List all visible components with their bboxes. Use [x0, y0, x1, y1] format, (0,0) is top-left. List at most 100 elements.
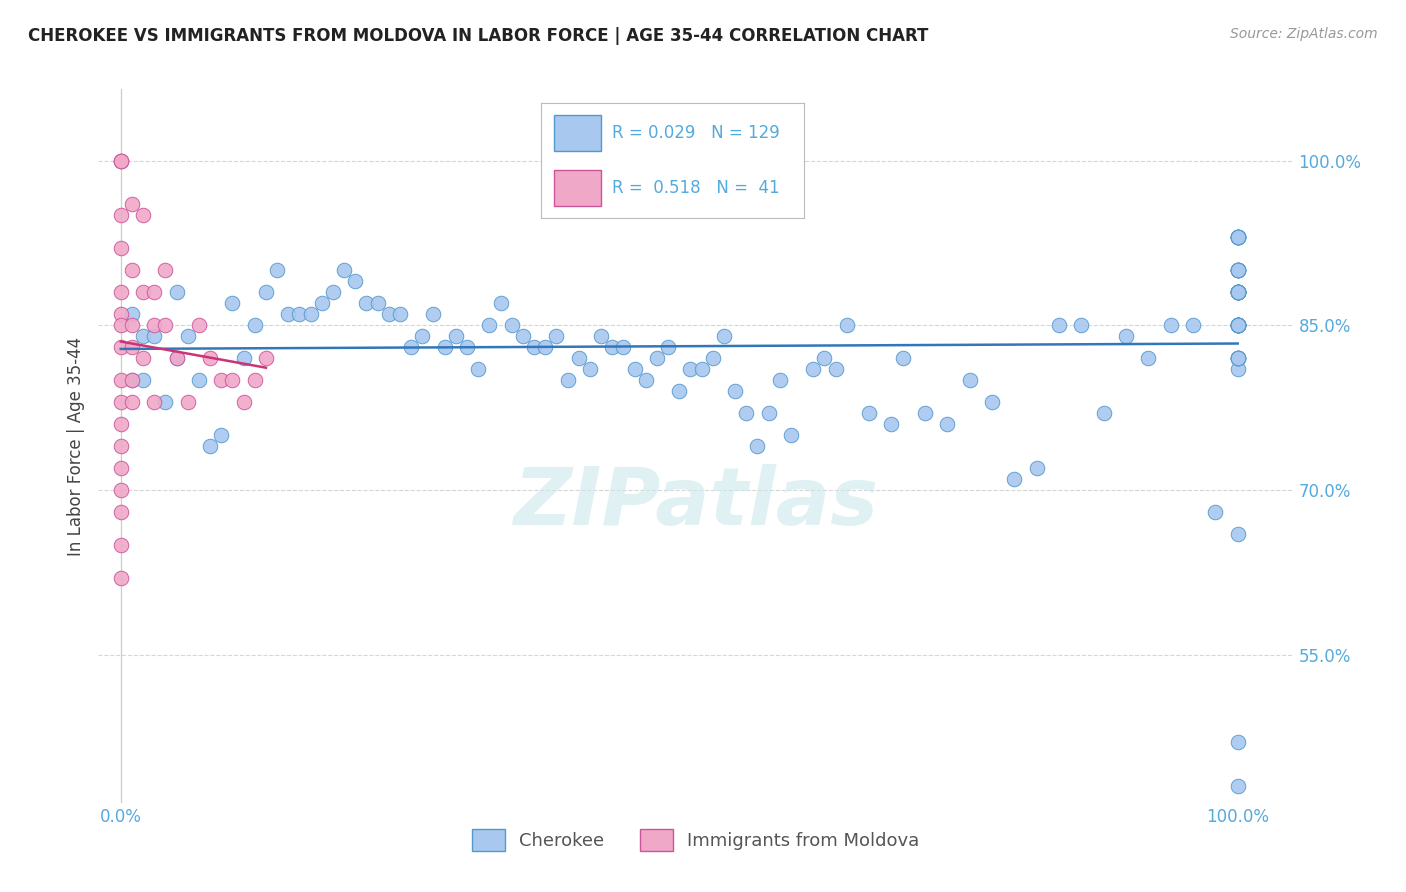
Point — [467, 362, 489, 376]
Point — [121, 197, 143, 211]
Point — [378, 307, 401, 321]
Y-axis label: In Labor Force | Age 35-44: In Labor Force | Age 35-44 — [66, 336, 84, 556]
Point — [367, 296, 389, 310]
Point — [110, 153, 132, 168]
Point — [110, 153, 132, 168]
Point — [1226, 285, 1249, 300]
Point — [1002, 472, 1025, 486]
Point — [1226, 780, 1249, 794]
Point — [1226, 362, 1249, 376]
Point — [1226, 526, 1249, 541]
Point — [1226, 263, 1249, 277]
Point — [1092, 406, 1115, 420]
Point — [1226, 263, 1249, 277]
Point — [747, 439, 769, 453]
Point — [713, 329, 735, 343]
Point — [1226, 351, 1249, 366]
Point — [121, 395, 143, 409]
Point — [187, 318, 209, 333]
Point — [399, 340, 422, 354]
Point — [645, 351, 668, 366]
Point — [534, 340, 557, 354]
Point — [277, 307, 299, 321]
Point — [221, 373, 243, 387]
Point — [121, 373, 143, 387]
Point — [344, 274, 367, 288]
Point — [166, 285, 188, 300]
Legend: Cherokee, Immigrants from Moldova: Cherokee, Immigrants from Moldova — [465, 822, 927, 858]
Point — [523, 340, 546, 354]
Point — [209, 428, 232, 442]
Point — [166, 351, 188, 366]
Point — [880, 417, 903, 431]
Text: Source: ZipAtlas.com: Source: ZipAtlas.com — [1230, 27, 1378, 41]
Point — [936, 417, 959, 431]
Point — [1204, 505, 1226, 519]
Point — [1226, 351, 1249, 366]
Point — [288, 307, 311, 321]
Point — [1226, 735, 1249, 749]
Point — [679, 362, 702, 376]
Point — [724, 384, 747, 398]
Point — [600, 340, 623, 354]
Point — [121, 318, 143, 333]
Point — [333, 263, 356, 277]
Point — [132, 373, 155, 387]
Point — [1226, 285, 1249, 300]
Point — [155, 395, 177, 409]
Point — [801, 362, 824, 376]
Point — [143, 318, 166, 333]
Point — [1226, 230, 1249, 244]
Point — [1226, 285, 1249, 300]
Point — [110, 241, 132, 255]
Point — [1070, 318, 1092, 333]
Point — [254, 285, 277, 300]
Point — [478, 318, 501, 333]
Text: ZIPatlas: ZIPatlas — [513, 464, 879, 542]
Point — [612, 340, 634, 354]
Point — [143, 285, 166, 300]
Point — [388, 307, 411, 321]
Point — [981, 395, 1004, 409]
Point — [1226, 318, 1249, 333]
Point — [110, 417, 132, 431]
Point — [489, 296, 512, 310]
Point — [422, 307, 444, 321]
Point — [121, 373, 143, 387]
Point — [1115, 329, 1137, 343]
Point — [1226, 318, 1249, 333]
Point — [209, 373, 232, 387]
Point — [177, 395, 200, 409]
Point — [813, 351, 835, 366]
Point — [1226, 263, 1249, 277]
Point — [110, 538, 132, 552]
Point — [891, 351, 914, 366]
Point — [623, 362, 645, 376]
Point — [110, 483, 132, 497]
Point — [444, 329, 467, 343]
Point — [1160, 318, 1182, 333]
Point — [110, 461, 132, 475]
Point — [1025, 461, 1047, 475]
Point — [311, 296, 333, 310]
Point — [1226, 318, 1249, 333]
Point — [221, 296, 243, 310]
Point — [780, 428, 803, 442]
Point — [1226, 263, 1249, 277]
Point — [959, 373, 981, 387]
Point — [177, 329, 200, 343]
Point — [668, 384, 690, 398]
Point — [299, 307, 322, 321]
Point — [824, 362, 846, 376]
Point — [132, 209, 155, 223]
Point — [121, 263, 143, 277]
Point — [132, 351, 155, 366]
Point — [155, 263, 177, 277]
Point — [758, 406, 780, 420]
Point — [1226, 318, 1249, 333]
Point — [1226, 285, 1249, 300]
Point — [1226, 318, 1249, 333]
Point — [132, 285, 155, 300]
Point — [858, 406, 880, 420]
Point — [579, 362, 602, 376]
